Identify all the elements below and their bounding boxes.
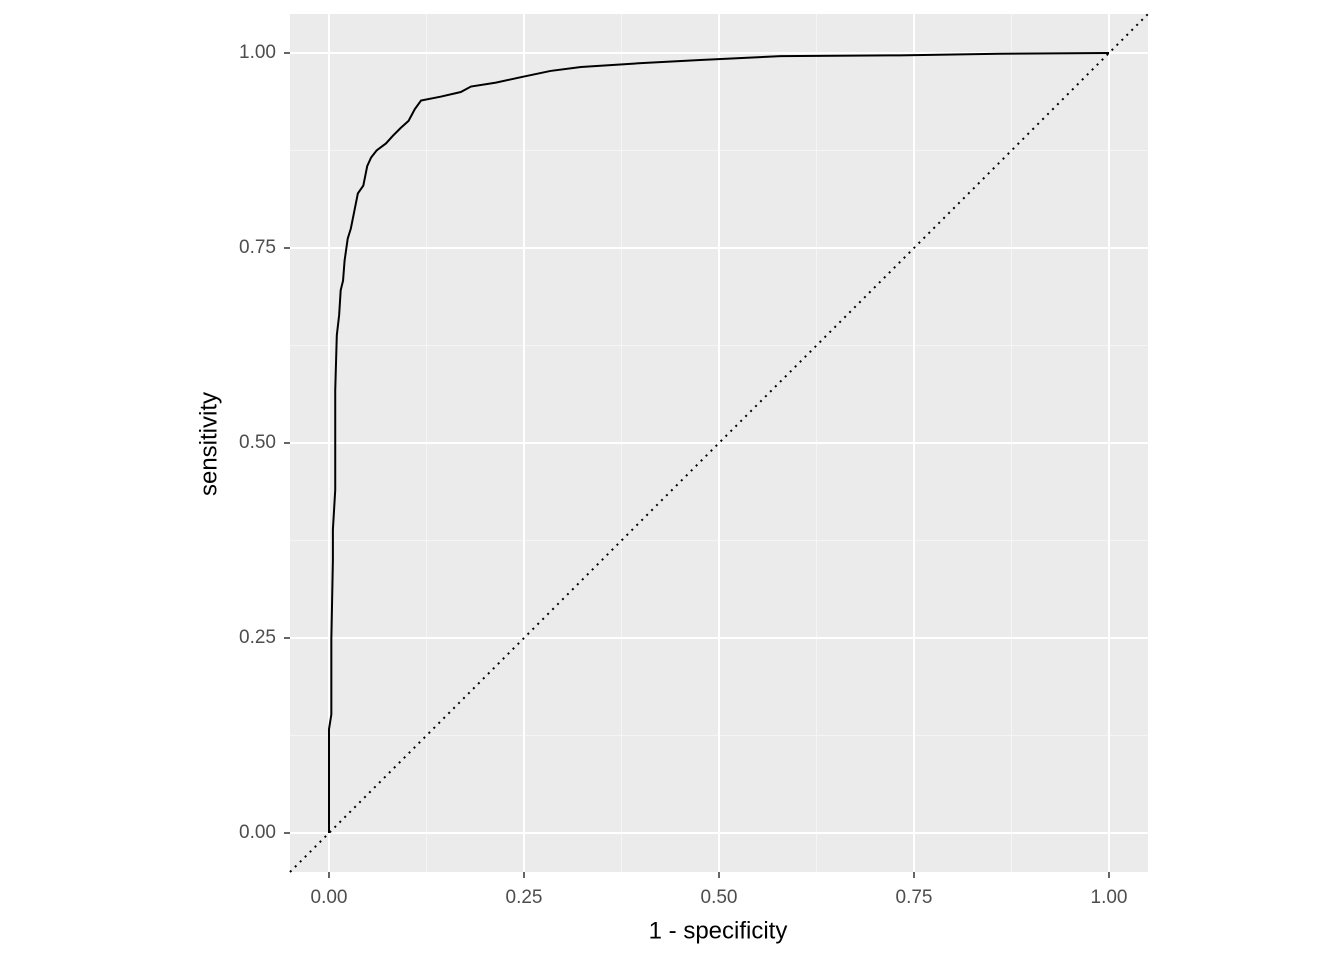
roc-curve	[328, 52, 1110, 833]
y-tick-label: 0.75	[239, 237, 276, 258]
x-axis-title: 1 - specificity	[649, 917, 788, 944]
x-tick-label: 0.75	[896, 887, 933, 908]
x-tick-label: 0.00	[311, 887, 348, 908]
x-tick-label: 0.25	[506, 887, 543, 908]
y-axis-title: sensitivity	[195, 392, 222, 496]
y-tick-label: 0.50	[239, 432, 276, 453]
x-tick-label: 0.50	[701, 887, 738, 908]
y-tick-label: 0.00	[239, 822, 276, 843]
x-tick-label: 1.00	[1091, 887, 1128, 908]
y-tick-label: 1.00	[239, 42, 276, 63]
y-tick-label: 0.25	[239, 627, 276, 648]
